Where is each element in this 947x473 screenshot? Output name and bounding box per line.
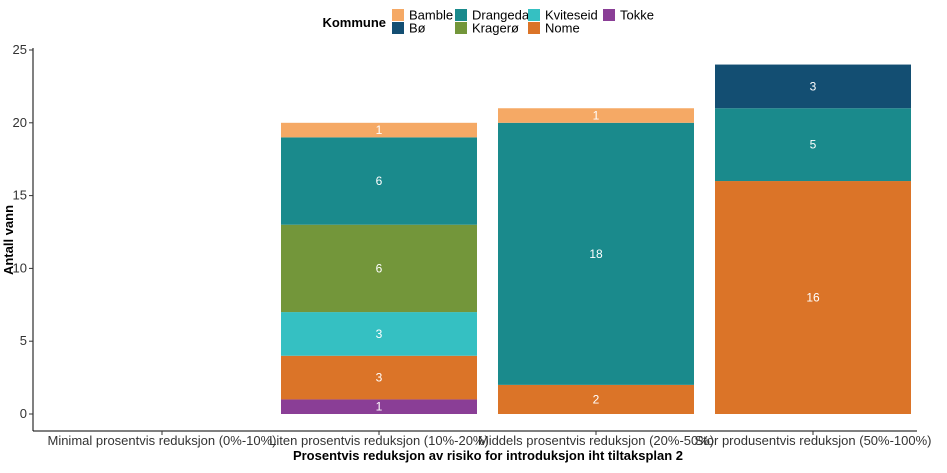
legend-swatch-bamble xyxy=(392,9,404,21)
bar-segment-drangedal xyxy=(281,137,477,225)
y-tick-label: 0 xyxy=(20,406,27,421)
y-tick-label: 5 xyxy=(20,333,27,348)
legend-label-tokke: Tokke xyxy=(620,8,654,23)
legend-title: Kommune xyxy=(322,15,386,30)
legend-swatch-nome xyxy=(528,22,540,34)
bar-value-label: 1 xyxy=(593,109,600,123)
x-tick-label: Stor produsentvis reduksjon (50%-100%) xyxy=(694,433,931,448)
x-tick-label: Minimal prosentvis reduksjon (0%-10%) xyxy=(47,433,276,448)
bar-value-label: 6 xyxy=(376,174,383,188)
legend-label-krager: Kragerø xyxy=(472,21,519,36)
x-ticks: Minimal prosentvis reduksjon (0%-10%)Lit… xyxy=(47,431,932,448)
axes xyxy=(32,48,917,432)
y-tick-label: 25 xyxy=(13,42,27,57)
bar-segment-drangedal xyxy=(498,122,694,385)
bar-value-label: 16 xyxy=(806,291,820,305)
x-tick-label: Liten prosentvis reduksjon (10%-20%) xyxy=(269,433,489,448)
legend-label-b: Bø xyxy=(409,21,426,36)
bar-segment-bamble xyxy=(498,108,694,123)
x-tick-label: Middels prosentvis reduksjon (20%-50%) xyxy=(478,433,714,448)
bar-value-label: 3 xyxy=(376,327,383,341)
y-axis-title: Antall vann xyxy=(1,205,16,275)
bar-value-label: 5 xyxy=(810,138,817,152)
y-ticks: 0 5 10 15 20 25 xyxy=(13,42,33,421)
legend-label-drangedal: Drangedal xyxy=(472,8,532,23)
bar-value-label: 1 xyxy=(376,123,383,137)
legend-swatch-b xyxy=(392,22,404,34)
legend-swatch-drangedal xyxy=(455,9,467,21)
bar-value-label: 2 xyxy=(593,392,600,406)
legend-swatch-tokke xyxy=(603,9,615,21)
y-tick-label: 15 xyxy=(13,188,27,203)
legend-label-bamble: Bamble xyxy=(409,8,453,23)
bar-segment-bamble xyxy=(281,122,477,138)
legend-label-kviteseid: Kviteseid xyxy=(545,8,598,23)
bar-value-label: 18 xyxy=(589,247,603,261)
bar-segment-nome xyxy=(498,384,694,414)
bar-value-label: 6 xyxy=(376,261,383,275)
y-tick-label: 20 xyxy=(13,115,27,130)
x-axis-title: Prosentvis reduksjon av risiko for intro… xyxy=(293,448,683,463)
y-tick-label: 10 xyxy=(13,260,27,275)
legend-swatch-kviteseid xyxy=(528,9,540,21)
bar-value-label: 1 xyxy=(376,400,383,414)
bar-segment-nome xyxy=(715,181,911,414)
bar-segment-b xyxy=(715,64,911,109)
bar-segment-nome xyxy=(281,355,477,400)
bar-segment-tokke xyxy=(281,399,477,414)
bar-segment-kviteseid xyxy=(281,312,477,356)
bar-value-label: 3 xyxy=(810,79,817,93)
bar-segment-krager xyxy=(281,224,477,313)
legend-swatch-krager xyxy=(455,22,467,34)
bar-value-label: 3 xyxy=(376,371,383,385)
bar-segment-drangedal xyxy=(715,108,911,182)
legend-label-nome: Nome xyxy=(545,21,580,36)
